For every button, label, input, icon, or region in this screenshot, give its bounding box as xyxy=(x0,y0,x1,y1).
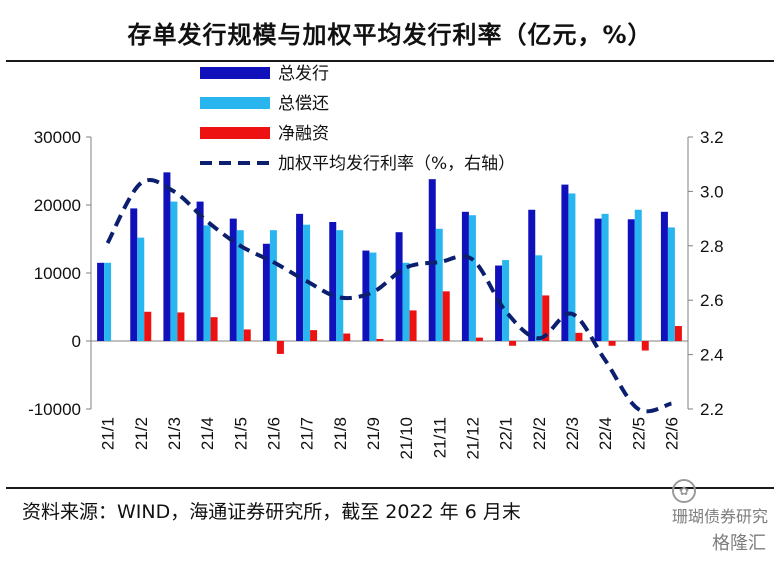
title-divider xyxy=(6,60,774,62)
bar-total-issue xyxy=(196,201,204,341)
bar-total-repay xyxy=(269,230,277,341)
rate-line xyxy=(105,177,672,414)
legend-net-financing-swatch xyxy=(200,127,270,139)
bar-total-issue xyxy=(660,211,668,341)
x-tick-label: 21/5 xyxy=(231,417,250,450)
y-left-tick-label: 0 xyxy=(72,332,81,351)
bar-total-repay xyxy=(369,252,377,341)
chart-title: 存单发行规模与加权平均发行利率（亿元，%） xyxy=(127,20,653,49)
bar-net-financing xyxy=(276,341,284,354)
y-right-tick-label: 2.6 xyxy=(700,291,724,310)
x-tick-label: 21/7 xyxy=(298,417,317,450)
watermark-logo: 格隆汇 xyxy=(712,529,766,555)
x-tick-label: 22/4 xyxy=(596,417,615,450)
x-tick-label: 21/9 xyxy=(364,417,383,450)
y-left-tick-label: 20000 xyxy=(34,196,81,215)
legend-total-issue-swatch xyxy=(200,67,270,79)
bar-total-repay xyxy=(137,237,145,341)
bar-total-issue xyxy=(97,262,105,341)
x-tick-label: 22/5 xyxy=(629,417,648,450)
bar-total-repay xyxy=(336,230,344,341)
bar-net-financing xyxy=(343,333,351,341)
x-tick-label: 22/2 xyxy=(530,417,549,450)
bar-total-repay xyxy=(667,227,675,341)
watermark-line2: 格隆汇 xyxy=(712,533,766,554)
bar-total-issue xyxy=(594,218,602,341)
bar-total-repay xyxy=(535,255,543,341)
bar-total-repay xyxy=(601,213,609,341)
bar-total-issue xyxy=(130,208,138,341)
bar-total-issue xyxy=(561,184,569,341)
bar-net-financing xyxy=(575,332,583,341)
y-right-tick-label: 2.4 xyxy=(700,346,724,365)
title-bar: 存单发行规模与加权平均发行利率（亿元，%） xyxy=(6,6,774,60)
bar-total-repay xyxy=(203,225,211,341)
watermark-line1: 珊瑚债券研究 xyxy=(671,507,768,526)
watermark-text: ✿ 珊瑚债券研究 xyxy=(671,479,768,527)
bar-total-issue xyxy=(163,172,171,341)
x-tick-label: 21/3 xyxy=(165,417,184,450)
x-tick-label: 21/4 xyxy=(198,417,217,450)
bar-total-repay xyxy=(634,209,642,341)
x-tick-label: 21/10 xyxy=(397,417,416,460)
bar-total-repay xyxy=(468,215,476,341)
bar-total-repay xyxy=(568,193,576,341)
bar-total-repay xyxy=(170,201,178,341)
bar-net-financing xyxy=(509,341,517,346)
source-note: 资料来源：WIND，海通证券研究所，截至 2022 年 6 月末 xyxy=(22,501,521,523)
y-right-tick-label: 3.2 xyxy=(700,128,724,147)
y-right-tick-label: 2.2 xyxy=(700,400,724,419)
bar-net-financing xyxy=(177,312,185,341)
bar-total-issue xyxy=(428,179,436,341)
x-tick-label: 22/6 xyxy=(662,417,681,450)
x-tick-label: 21/11 xyxy=(430,417,449,458)
bar-net-financing xyxy=(641,341,649,351)
wechat-icon: ✿ xyxy=(671,479,696,503)
y-right-tick-label: 3.0 xyxy=(700,182,724,201)
bar-total-issue xyxy=(229,218,237,341)
bar-total-issue xyxy=(262,243,270,341)
bar-total-repay xyxy=(402,262,410,341)
x-tick-label: 22/3 xyxy=(563,417,582,450)
bar-net-financing xyxy=(310,330,318,341)
bar-total-issue xyxy=(395,232,403,341)
y-left-tick-label: 10000 xyxy=(34,264,81,283)
legend-total-repay-swatch xyxy=(200,97,270,109)
bar-net-financing xyxy=(475,337,483,341)
bar-net-financing xyxy=(674,326,682,341)
bar-total-issue xyxy=(461,211,469,341)
bar-total-issue xyxy=(329,222,337,341)
bar-net-financing xyxy=(442,291,450,341)
legend-total-issue-label: 总发行 xyxy=(278,64,329,84)
x-tick-label: 21/8 xyxy=(331,417,350,450)
x-tick-label: 22/1 xyxy=(497,417,516,450)
bar-net-financing xyxy=(409,310,417,341)
footer-divider xyxy=(6,487,774,489)
bar-total-issue xyxy=(627,219,635,341)
bar-net-financing xyxy=(376,338,384,341)
legend-total-repay-label: 总偿还 xyxy=(278,94,329,114)
bar-total-repay xyxy=(502,260,510,341)
bar-net-financing xyxy=(608,341,616,346)
bar-net-financing xyxy=(542,295,550,341)
y-right-tick-label: 2.8 xyxy=(700,237,724,256)
y-left-tick-label: 30000 xyxy=(34,128,81,147)
legend-rate-label: 加权平均发行利率（%，右轴） xyxy=(278,154,515,174)
legend-net-financing-label: 净融资 xyxy=(278,124,329,144)
x-tick-label: 21/2 xyxy=(132,417,151,450)
y-left-tick-label: -10000 xyxy=(28,400,81,419)
bar-total-issue xyxy=(528,209,536,341)
x-tick-label: 21/6 xyxy=(264,417,283,450)
bar-net-financing xyxy=(243,329,251,341)
bar-net-financing xyxy=(210,317,218,341)
bar-total-repay xyxy=(104,262,112,341)
bar-total-repay xyxy=(236,230,244,341)
x-tick-label: 21/1 xyxy=(99,417,118,450)
x-tick-label: 21/12 xyxy=(463,417,482,460)
bar-total-repay xyxy=(435,228,443,341)
bar-net-financing xyxy=(144,311,152,341)
